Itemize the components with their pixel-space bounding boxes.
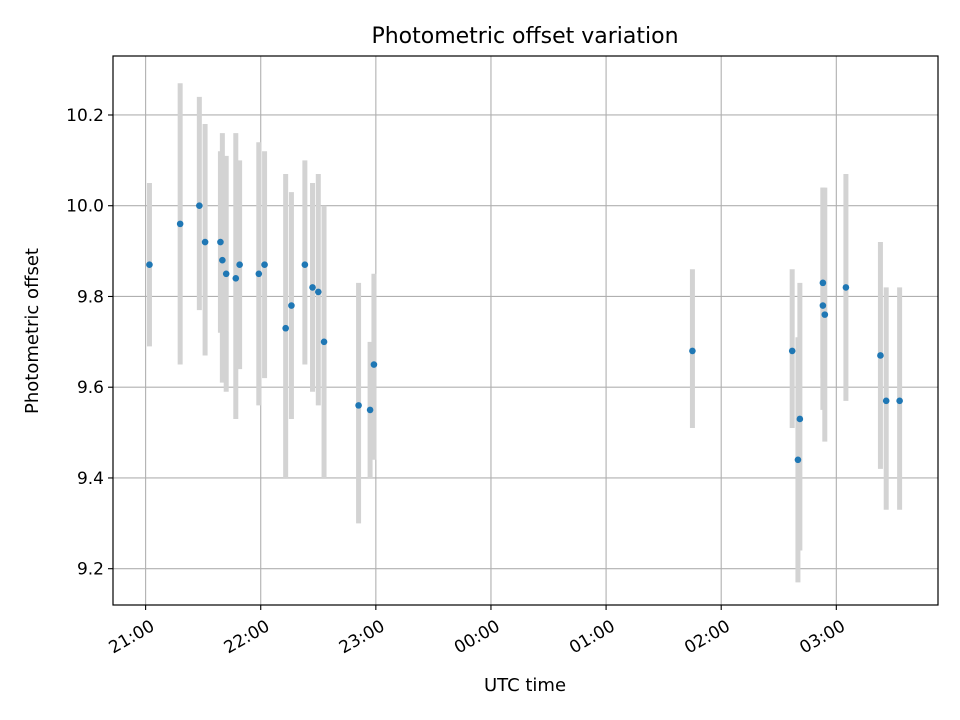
data-point [896, 397, 903, 405]
data-point [314, 288, 322, 296]
data-point [219, 256, 226, 264]
y-tick-label: 9.6 [77, 378, 104, 398]
y-axis-ticks: 9.2 9.4 9.6 9.8 10.0 10.2 [66, 106, 113, 580]
data-point [222, 270, 230, 278]
x-axis-label: UTC time [484, 675, 566, 696]
data-point [201, 238, 209, 246]
data-point [370, 361, 378, 368]
data-point [288, 302, 295, 309]
chart-title: Photometric offset variation [371, 24, 678, 49]
data-point [819, 302, 827, 309]
y-tick-label: 9.4 [77, 469, 104, 489]
y-tick-label: 9.8 [77, 287, 104, 307]
data-point [689, 347, 696, 355]
data-point [877, 352, 884, 359]
data-point [309, 284, 316, 291]
data-point [796, 415, 804, 423]
data-points [146, 202, 903, 464]
data-point [217, 238, 224, 246]
data-point [282, 324, 289, 332]
data-point [842, 284, 850, 291]
data-point [821, 311, 829, 318]
data-point [236, 261, 243, 269]
data-point [355, 402, 362, 409]
data-point [301, 261, 309, 269]
data-point [176, 220, 184, 228]
y-axis-label: Photometric offset [22, 248, 43, 414]
plot-area-frame [112, 55, 939, 606]
data-point [882, 397, 890, 405]
data-point [261, 261, 268, 269]
data-point [196, 202, 203, 210]
data-point [788, 347, 796, 355]
y-tick-label: 10.2 [66, 106, 104, 126]
data-point [146, 261, 153, 269]
y-tick-label: 10.0 [66, 197, 104, 217]
data-point [232, 275, 240, 282]
y-tick-label: 9.2 [77, 560, 104, 580]
data-point [255, 270, 263, 278]
data-point [366, 406, 374, 414]
data-point [819, 279, 827, 287]
data-point [320, 338, 328, 346]
data-point [794, 456, 802, 464]
